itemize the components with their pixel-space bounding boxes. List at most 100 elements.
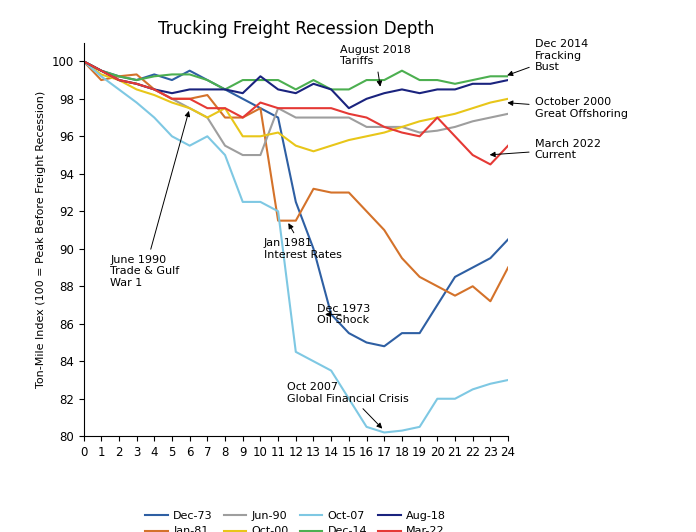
Text: October 2000
Great Offshoring: October 2000 Great Offshoring [508, 97, 628, 119]
Mar-22 [345, 111, 353, 117]
Line: Dec-73: Dec-73 [84, 61, 508, 346]
Dec-14 [487, 73, 495, 79]
Mar-22 [185, 96, 193, 102]
Jan-81 [292, 218, 300, 224]
Oct-07 [468, 386, 477, 393]
Jan-81 [79, 58, 88, 64]
Line: Aug-18: Aug-18 [84, 61, 508, 108]
Mar-22 [468, 152, 477, 158]
Mar-22 [309, 105, 317, 111]
Jan-81 [132, 71, 141, 78]
Line: Oct-00: Oct-00 [84, 61, 508, 151]
Jan-81 [203, 92, 212, 98]
Jan-81 [239, 114, 247, 121]
Text: March 2022
Current: March 2022 Current [491, 139, 601, 160]
Mar-22 [292, 105, 300, 111]
Oct-07 [274, 208, 283, 214]
Line: Jun-90: Jun-90 [84, 61, 508, 155]
Dec-14 [363, 77, 371, 83]
Aug-18 [363, 96, 371, 102]
Mar-22 [327, 105, 335, 111]
Oct-07 [185, 143, 193, 149]
Mar-22 [504, 143, 512, 149]
Jan-81 [433, 283, 441, 289]
Dec-73 [239, 96, 247, 102]
Oct-07 [504, 377, 512, 383]
Mar-22 [79, 58, 88, 64]
Aug-18 [274, 86, 283, 93]
Dec-73 [363, 339, 371, 346]
Oct-07 [115, 86, 123, 93]
Aug-18 [292, 90, 300, 96]
Oct-00 [433, 114, 441, 121]
Oct-00 [327, 143, 335, 149]
Jun-90 [433, 128, 441, 134]
Jun-90 [97, 68, 105, 74]
Mar-22 [363, 114, 371, 121]
Aug-18 [221, 86, 229, 93]
Dec-14 [150, 73, 159, 79]
Oct-07 [239, 199, 247, 205]
Oct-00 [345, 137, 353, 143]
Jun-90 [327, 114, 335, 121]
Jun-90 [203, 114, 212, 121]
Jun-90 [292, 114, 300, 121]
Aug-18 [185, 86, 193, 93]
Oct-07 [256, 199, 264, 205]
Oct-00 [416, 118, 424, 124]
Mar-22 [451, 133, 459, 139]
Oct-00 [380, 129, 388, 136]
Dec-73 [274, 114, 283, 121]
Oct-07 [97, 73, 105, 79]
Aug-18 [168, 90, 176, 96]
Oct-00 [397, 124, 406, 130]
Dec-14 [203, 77, 212, 83]
Dec-14 [256, 77, 264, 83]
Aug-18 [345, 105, 353, 111]
Dec-73 [451, 273, 459, 280]
Oct-00 [97, 71, 105, 78]
Mar-22 [97, 68, 105, 74]
Jan-81 [451, 293, 459, 299]
Aug-18 [504, 77, 512, 83]
Dec-14 [221, 86, 229, 93]
Jun-90 [150, 86, 159, 93]
Dec-14 [504, 73, 512, 79]
Line: Mar-22: Mar-22 [84, 61, 508, 164]
Jun-90 [468, 118, 477, 124]
Dec-14 [345, 86, 353, 93]
Dec-73 [79, 58, 88, 64]
Mar-22 [168, 96, 176, 102]
Line: Dec-14: Dec-14 [84, 61, 508, 89]
Dec-14 [168, 71, 176, 78]
Oct-07 [363, 423, 371, 430]
Mar-22 [380, 124, 388, 130]
Jun-90 [380, 124, 388, 130]
Oct-00 [115, 77, 123, 83]
Jan-81 [327, 189, 335, 196]
Aug-18 [433, 86, 441, 93]
Dec-73 [185, 68, 193, 74]
Aug-18 [256, 73, 264, 79]
Aug-18 [416, 90, 424, 96]
Oct-00 [309, 148, 317, 154]
Mar-22 [132, 81, 141, 87]
Oct-07 [345, 396, 353, 402]
Oct-07 [132, 99, 141, 106]
Aug-18 [380, 90, 388, 96]
Aug-18 [451, 86, 459, 93]
Oct-00 [256, 133, 264, 139]
Dec-14 [292, 86, 300, 93]
Oct-07 [203, 133, 212, 139]
Oct-07 [433, 396, 441, 402]
Aug-18 [487, 81, 495, 87]
Dec-73 [115, 73, 123, 79]
Jan-81 [416, 273, 424, 280]
Aug-18 [203, 86, 212, 93]
Jun-90 [79, 58, 88, 64]
Dec-73 [256, 105, 264, 111]
Mar-22 [115, 77, 123, 83]
Aug-18 [468, 81, 477, 87]
Dec-14 [132, 77, 141, 83]
Oct-00 [451, 111, 459, 117]
